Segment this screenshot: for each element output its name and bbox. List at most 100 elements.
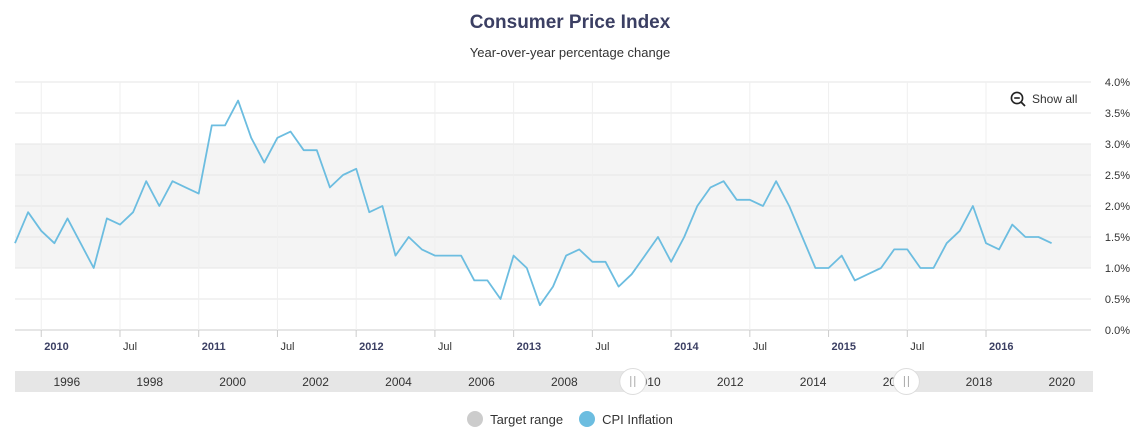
navigator-handle-left[interactable] <box>619 368 647 395</box>
navigator-handle-right[interactable] <box>892 368 920 395</box>
data-point <box>274 135 280 141</box>
data-point <box>537 302 543 308</box>
data-point <box>957 228 963 234</box>
navigator-year-label: 2020 <box>1049 375 1076 389</box>
x-axis: 2010 Jul 2011 Jul 2012 Jul 2013 Jul 2014 Jul 2015 J… <box>40 330 1014 353</box>
data-point <box>471 277 477 283</box>
data-point <box>891 246 897 252</box>
data-point <box>393 253 399 259</box>
data-point <box>1022 234 1028 240</box>
data-point <box>1036 234 1042 240</box>
data-point <box>169 178 175 184</box>
x-tick-label: 2013 <box>517 341 541 353</box>
navigator-year-label: 2000 <box>219 375 246 389</box>
data-point <box>839 253 845 259</box>
data-point <box>432 253 438 259</box>
navigator-year-label: 2002 <box>302 375 329 389</box>
data-point <box>1009 222 1015 228</box>
navigator-year-label: 2006 <box>468 375 495 389</box>
y-tick-label: 0.0% <box>1105 325 1130 337</box>
data-point <box>511 253 517 259</box>
data-point <box>340 172 346 178</box>
data-point <box>353 166 359 172</box>
data-point <box>366 209 372 215</box>
y-axis: 0.0% 0.5% 1.0% 1.5% 2.0% 2.5% 3.0% 3.5% 4.0% <box>1105 77 1130 337</box>
grid-lines <box>15 81 1091 331</box>
y-tick-label: 2.5% <box>1105 170 1130 182</box>
data-point <box>616 284 622 290</box>
data-point <box>602 259 608 265</box>
data-point <box>524 265 530 271</box>
data-point <box>183 184 189 190</box>
y-tick-label: 1.5% <box>1105 232 1130 244</box>
data-point <box>64 215 70 221</box>
y-tick-label: 3.5% <box>1105 108 1130 120</box>
data-point <box>156 203 162 209</box>
y-tick-label: 1.0% <box>1105 263 1130 275</box>
data-point <box>1049 240 1055 246</box>
handle-knob <box>619 368 647 395</box>
legend-item-cpi-inflation[interactable]: CPI Inflation <box>579 411 673 427</box>
data-point <box>826 265 832 271</box>
data-point <box>655 234 661 240</box>
data-point <box>130 209 136 215</box>
x-tick-label: 2015 <box>832 341 856 353</box>
legend-label-target-range: Target range <box>490 411 564 427</box>
data-point <box>327 184 333 190</box>
data-point <box>734 197 740 203</box>
show-all-button[interactable]: Show all <box>1010 91 1077 107</box>
data-point <box>812 265 818 271</box>
x-tick-label: 2010 <box>44 341 68 353</box>
data-point <box>196 191 202 197</box>
data-point <box>91 265 97 271</box>
data-point <box>629 271 635 277</box>
navigator-year-label: 2004 <box>385 375 412 389</box>
y-tick-label: 4.0% <box>1105 77 1130 89</box>
data-point <box>668 259 674 265</box>
data-point <box>917 265 923 271</box>
x-tick-label: 2012 <box>359 341 383 353</box>
data-point <box>78 240 84 246</box>
y-tick-label: 3.0% <box>1105 139 1130 151</box>
data-point <box>931 265 937 271</box>
data-point <box>707 184 713 190</box>
x-tick-label: Jul <box>753 341 767 353</box>
data-point <box>747 197 753 203</box>
data-point <box>419 246 425 252</box>
x-tick-label: Jul <box>595 341 609 353</box>
chart-title: Consumer Price Index <box>469 12 671 33</box>
cpi-series[interactable] <box>12 98 1055 309</box>
data-point <box>25 209 31 215</box>
data-point <box>117 222 123 228</box>
zoom-out-icon <box>1010 91 1026 107</box>
legend-label-cpi-inflation: CPI Inflation <box>602 411 673 427</box>
data-point <box>944 240 950 246</box>
data-point <box>235 98 241 104</box>
data-point <box>773 178 779 184</box>
navigator-year-label: 2018 <box>966 375 993 389</box>
legend-marker-cpi-inflation <box>579 411 596 427</box>
show-all-label: Show all <box>1032 92 1078 106</box>
legend-item-target-range[interactable]: Target range <box>467 411 563 427</box>
data-point <box>314 147 320 153</box>
data-point <box>51 240 57 246</box>
data-point <box>878 265 884 271</box>
data-point <box>550 284 556 290</box>
data-point <box>484 277 490 283</box>
x-tick-label: Jul <box>438 341 452 353</box>
navigator-year-label: 2008 <box>551 375 578 389</box>
range-navigator[interactable]: 1996 1998 2000 2002 2004 2006 2008 2010 2012 2014… <box>15 368 1093 395</box>
x-tick-label: Jul <box>123 341 137 353</box>
data-point <box>104 215 110 221</box>
data-point <box>983 240 989 246</box>
data-point <box>248 135 254 141</box>
navigator-year-label: 2014 <box>800 375 827 389</box>
data-point <box>760 203 766 209</box>
x-tick-label: Jul <box>910 341 924 353</box>
data-point <box>786 203 792 209</box>
data-point <box>681 234 687 240</box>
data-point <box>589 259 595 265</box>
data-point <box>143 178 149 184</box>
data-point <box>12 240 18 246</box>
